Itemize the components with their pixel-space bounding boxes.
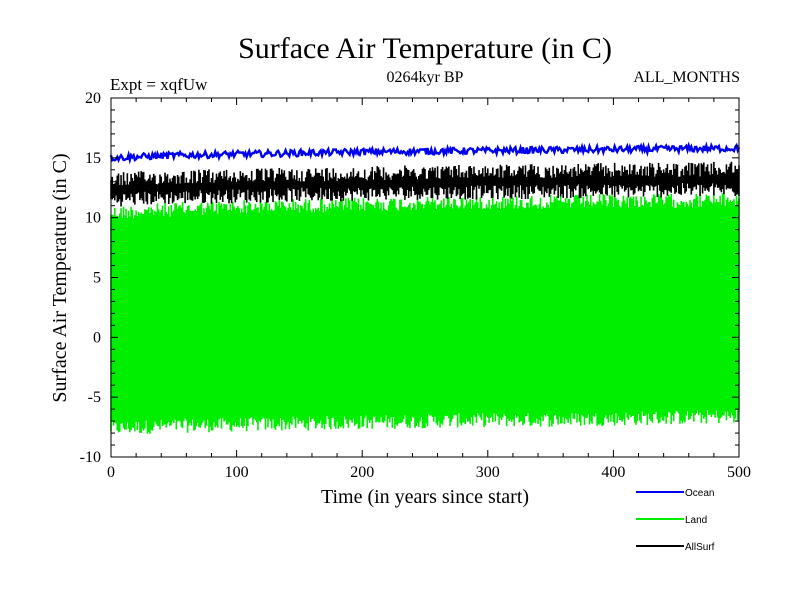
legend-label: Land: [685, 515, 707, 526]
series-land: [110, 192, 740, 434]
y-tick-label: 20: [85, 90, 101, 107]
x-tick-label: 400: [601, 464, 625, 481]
x-tick-label: 0: [107, 464, 115, 481]
legend: Ocean Land AllSurf: [636, 488, 715, 553]
x-tick-label: 200: [350, 464, 374, 481]
series-ocean: [109, 141, 741, 165]
y-tick-label: -5: [88, 389, 101, 406]
x-tick-label: 300: [476, 464, 500, 481]
x-tick-label: 500: [727, 464, 751, 481]
plot-area: [109, 141, 741, 434]
chart-title: Surface Air Temperature (in C): [238, 32, 612, 65]
legend-label: AllSurf: [685, 542, 715, 553]
series-ocean-line: [109, 141, 741, 165]
y-tick-label: 10: [85, 210, 101, 227]
y-tick-label: 15: [85, 150, 101, 167]
legend-item-land: Land: [636, 515, 707, 526]
y-tick-label: 0: [93, 329, 101, 346]
axes-ticks: 0 100 200 300 400 500 -10 -5 0 5 10 15 20: [80, 90, 751, 481]
chart-subtitle: 0264kyr BP: [387, 69, 464, 86]
x-axis-label: Time (in years since start): [321, 486, 529, 508]
x-tick-label: 100: [225, 464, 249, 481]
legend-item-ocean: Ocean: [636, 488, 714, 499]
legend-item-allsurf: AllSurf: [636, 542, 715, 553]
expt-label: Expt = xqfUw: [110, 75, 208, 94]
months-label: ALL_MONTHS: [633, 69, 740, 86]
series-land-line: [110, 192, 740, 434]
y-tick-label: 5: [93, 270, 101, 287]
y-axis-label: Surface Air Temperature (in C): [49, 153, 71, 402]
y-tick-label: -10: [80, 449, 101, 466]
legend-label: Ocean: [685, 488, 714, 499]
